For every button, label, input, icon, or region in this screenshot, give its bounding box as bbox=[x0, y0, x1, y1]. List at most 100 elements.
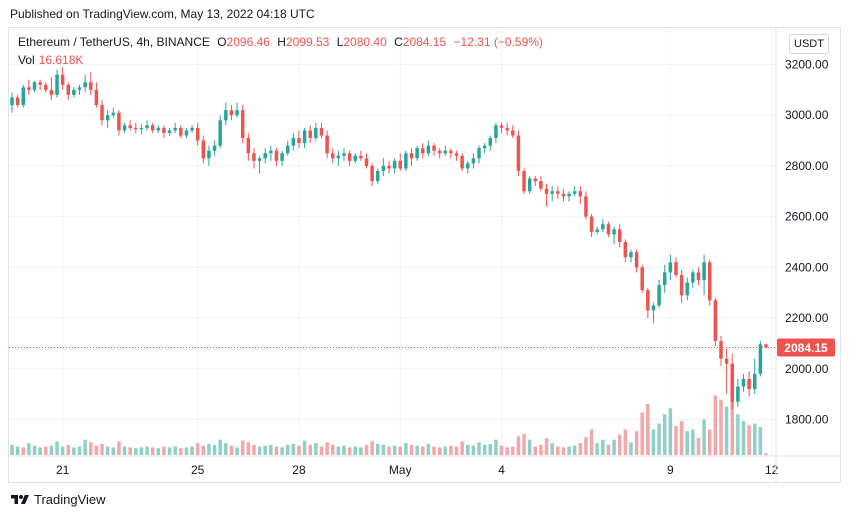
volume-bar bbox=[184, 447, 189, 455]
candle-body bbox=[595, 229, 599, 232]
currency-button[interactable]: USDT bbox=[789, 34, 829, 54]
chart-frame bbox=[8, 27, 841, 483]
volume-bar bbox=[111, 447, 116, 455]
candle-body bbox=[606, 224, 611, 235]
candle-body bbox=[753, 373, 757, 390]
volume-bar bbox=[252, 444, 256, 455]
candle-body bbox=[274, 150, 279, 161]
candle-body bbox=[128, 125, 132, 128]
low-value: 2080.40 bbox=[343, 35, 387, 49]
candle-body bbox=[668, 262, 673, 273]
candle-body bbox=[83, 82, 87, 88]
candle-body bbox=[280, 153, 284, 161]
y-tick-label: 2600.00 bbox=[785, 210, 829, 224]
volume-bar bbox=[471, 445, 476, 455]
close-value: 2084.15 bbox=[402, 35, 447, 49]
candle-body bbox=[707, 262, 712, 301]
volume-bar bbox=[662, 414, 667, 455]
candle-body bbox=[421, 148, 425, 154]
candle-body bbox=[460, 155, 464, 169]
candle-body bbox=[387, 165, 391, 169]
volume-bar bbox=[190, 446, 194, 455]
volume-bar bbox=[66, 444, 71, 455]
volume-bar bbox=[449, 445, 453, 455]
volume-bar bbox=[94, 445, 99, 455]
candle-body bbox=[544, 188, 549, 194]
candle-body bbox=[730, 363, 734, 402]
volume-bar bbox=[173, 446, 177, 455]
candle-body bbox=[516, 135, 521, 171]
candle-body bbox=[319, 127, 324, 136]
candle-body bbox=[156, 127, 161, 131]
volume-bar bbox=[235, 447, 239, 455]
candle-body bbox=[139, 127, 144, 130]
volume-bar bbox=[477, 442, 481, 455]
volume-bar bbox=[38, 447, 42, 455]
y-tick-label: 2400.00 bbox=[785, 260, 829, 274]
volume-bar bbox=[539, 444, 543, 455]
volume-bar bbox=[606, 444, 611, 455]
candle-body bbox=[511, 130, 515, 136]
volume-bar bbox=[758, 426, 763, 455]
candle-body bbox=[229, 110, 234, 116]
volume-bar bbox=[466, 444, 470, 455]
volume-bar bbox=[49, 445, 54, 455]
candle-body bbox=[685, 282, 689, 296]
volume-bar bbox=[139, 447, 144, 455]
volume-bar bbox=[398, 446, 402, 455]
candle-body bbox=[60, 74, 65, 85]
volume-bar bbox=[162, 446, 166, 455]
volume-bar bbox=[764, 453, 768, 455]
volume-bar bbox=[308, 444, 312, 455]
candle-body bbox=[696, 272, 701, 281]
volume-bar bbox=[156, 448, 161, 455]
last-price-label: 2084.15 bbox=[784, 341, 828, 355]
candle-body bbox=[370, 165, 374, 182]
volume-bar bbox=[263, 445, 267, 455]
candle-body bbox=[764, 344, 768, 348]
published-caption: Published on TradingView.com, May 13, 20… bbox=[10, 7, 315, 21]
volume-bar bbox=[134, 448, 138, 455]
candle-body bbox=[702, 262, 706, 281]
candle-body bbox=[713, 300, 718, 341]
x-tick-label: 21 bbox=[56, 463, 70, 477]
volume-bar bbox=[629, 442, 633, 455]
price-change: −12.31 (−0.59%) bbox=[453, 35, 543, 49]
footer-brand[interactable]: TradingView bbox=[10, 492, 106, 507]
candle-body bbox=[314, 127, 318, 139]
candle-body bbox=[482, 145, 487, 149]
candle-body bbox=[640, 267, 644, 291]
candle-body bbox=[432, 145, 436, 151]
volume-bar bbox=[353, 446, 357, 455]
volume-bar bbox=[617, 434, 622, 455]
volume-bar bbox=[44, 446, 48, 455]
volume-bar bbox=[634, 431, 639, 455]
candle-body bbox=[601, 224, 605, 230]
volume-bar bbox=[679, 421, 684, 455]
volume-bar bbox=[302, 440, 307, 455]
candle-body bbox=[302, 130, 307, 144]
candle-body bbox=[235, 110, 239, 116]
volume-bar bbox=[77, 446, 82, 455]
candle-body bbox=[257, 158, 262, 161]
candle-body bbox=[527, 178, 532, 192]
candle-body bbox=[325, 135, 329, 154]
y-tick-label: 3000.00 bbox=[785, 108, 829, 122]
volume-bar bbox=[376, 443, 380, 455]
candle-body bbox=[359, 155, 363, 159]
volume-bar bbox=[544, 438, 549, 455]
volume-bar bbox=[415, 445, 419, 455]
candle-body bbox=[66, 84, 71, 95]
volume-bar bbox=[100, 443, 104, 455]
volume-bar bbox=[274, 446, 279, 455]
candle-body bbox=[195, 127, 200, 141]
candle-body bbox=[409, 153, 414, 159]
volume-bar bbox=[668, 408, 673, 455]
volume-bar bbox=[60, 446, 65, 455]
volume-bar bbox=[736, 414, 740, 455]
candle-body bbox=[308, 130, 312, 139]
candle-body bbox=[224, 110, 228, 121]
tradingview-logo-icon bbox=[11, 494, 29, 504]
candle-body bbox=[27, 87, 31, 90]
